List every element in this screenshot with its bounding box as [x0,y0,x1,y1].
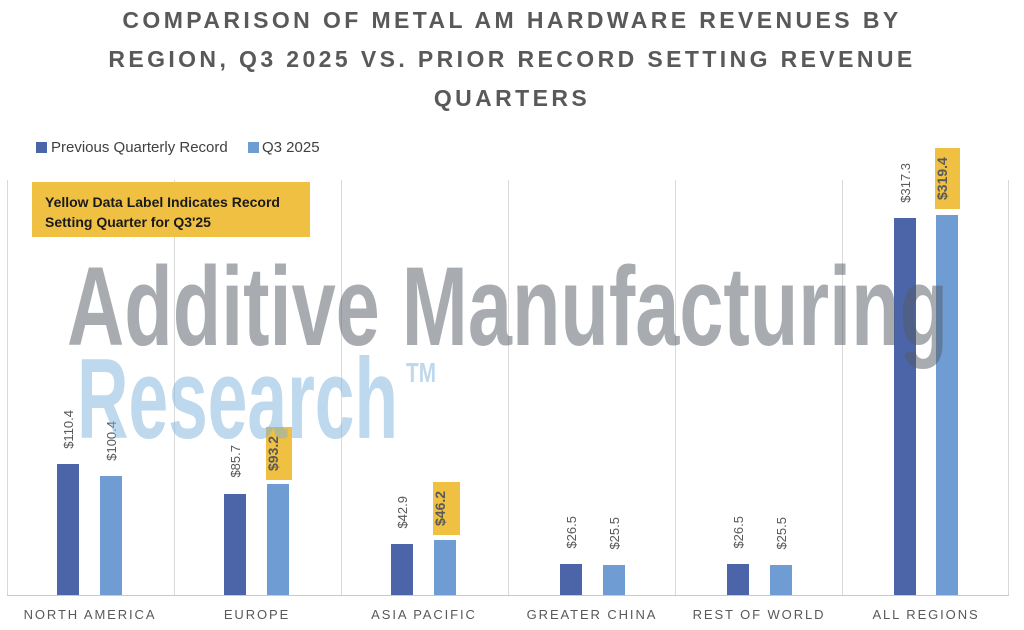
svg-text:TM: TM [406,357,436,388]
svg-text:Research: Research [77,336,398,463]
